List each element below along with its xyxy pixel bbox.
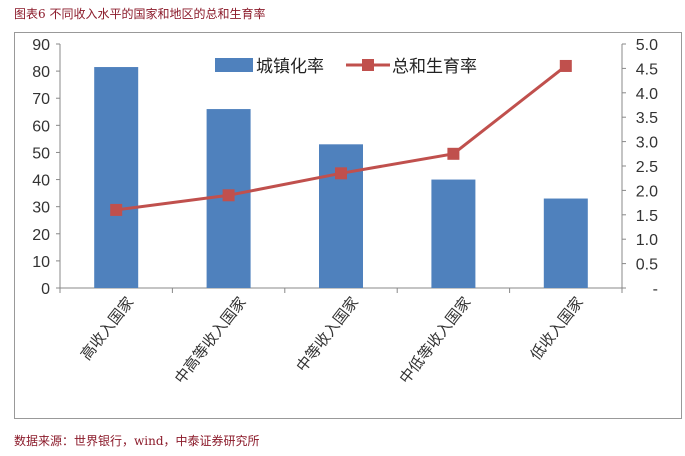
right-tick-label: 0.5 — [636, 257, 658, 274]
bar — [94, 67, 139, 289]
category-label: 高收入国家 — [78, 294, 138, 364]
category-label: 低收入国家 — [527, 294, 587, 364]
bar — [319, 144, 363, 288]
left-tick-label: 50 — [32, 145, 50, 162]
left-tick-label: 40 — [32, 173, 50, 190]
right-tick-label: 3.0 — [636, 135, 658, 152]
category-label: 中高等收入国家 — [171, 293, 250, 387]
source-note: 数据来源：世界银行，wind，中泰证券研究所 — [14, 434, 260, 448]
right-tick-label: 3.5 — [636, 110, 658, 127]
legend-label: 城镇化率 — [256, 57, 324, 76]
line-marker — [559, 59, 572, 72]
right-tick-label: - — [653, 281, 658, 298]
right-tick-label: 2.0 — [636, 183, 658, 200]
legend-line-marker — [362, 59, 374, 71]
line-marker — [335, 167, 347, 180]
left-tick-label: 10 — [32, 254, 50, 271]
line-marker — [447, 147, 460, 160]
right-tick-label: 1.0 — [636, 232, 658, 249]
category-label: 中低等收入国家 — [396, 293, 475, 387]
figure-title: 图表6 不同收入水平的国家和地区的总和生育率 — [14, 7, 266, 21]
right-tick-label: 4.0 — [636, 86, 658, 103]
left-tick-label: 70 — [32, 91, 50, 108]
right-tick-label: 5.0 — [636, 37, 658, 54]
left-tick-label: 90 — [32, 37, 50, 54]
left-tick-label: 0 — [41, 281, 50, 298]
bar — [431, 179, 476, 288]
left-tick-label: 20 — [32, 227, 50, 244]
category-label: 中等收入国家 — [293, 293, 363, 375]
legend-bar-swatch — [215, 58, 253, 72]
line-marker — [222, 189, 235, 202]
left-tick-label: 80 — [32, 64, 50, 81]
right-tick-label: 2.5 — [636, 159, 658, 176]
bar — [543, 198, 588, 288]
right-tick-label: 1.5 — [636, 208, 658, 225]
chart-frame — [14, 32, 682, 419]
right-tick-label: 4.5 — [636, 61, 658, 78]
line-marker — [110, 203, 123, 216]
left-tick-label: 30 — [32, 200, 50, 217]
legend-label: 总和生育率 — [392, 57, 477, 76]
left-tick-label: 60 — [32, 118, 50, 135]
